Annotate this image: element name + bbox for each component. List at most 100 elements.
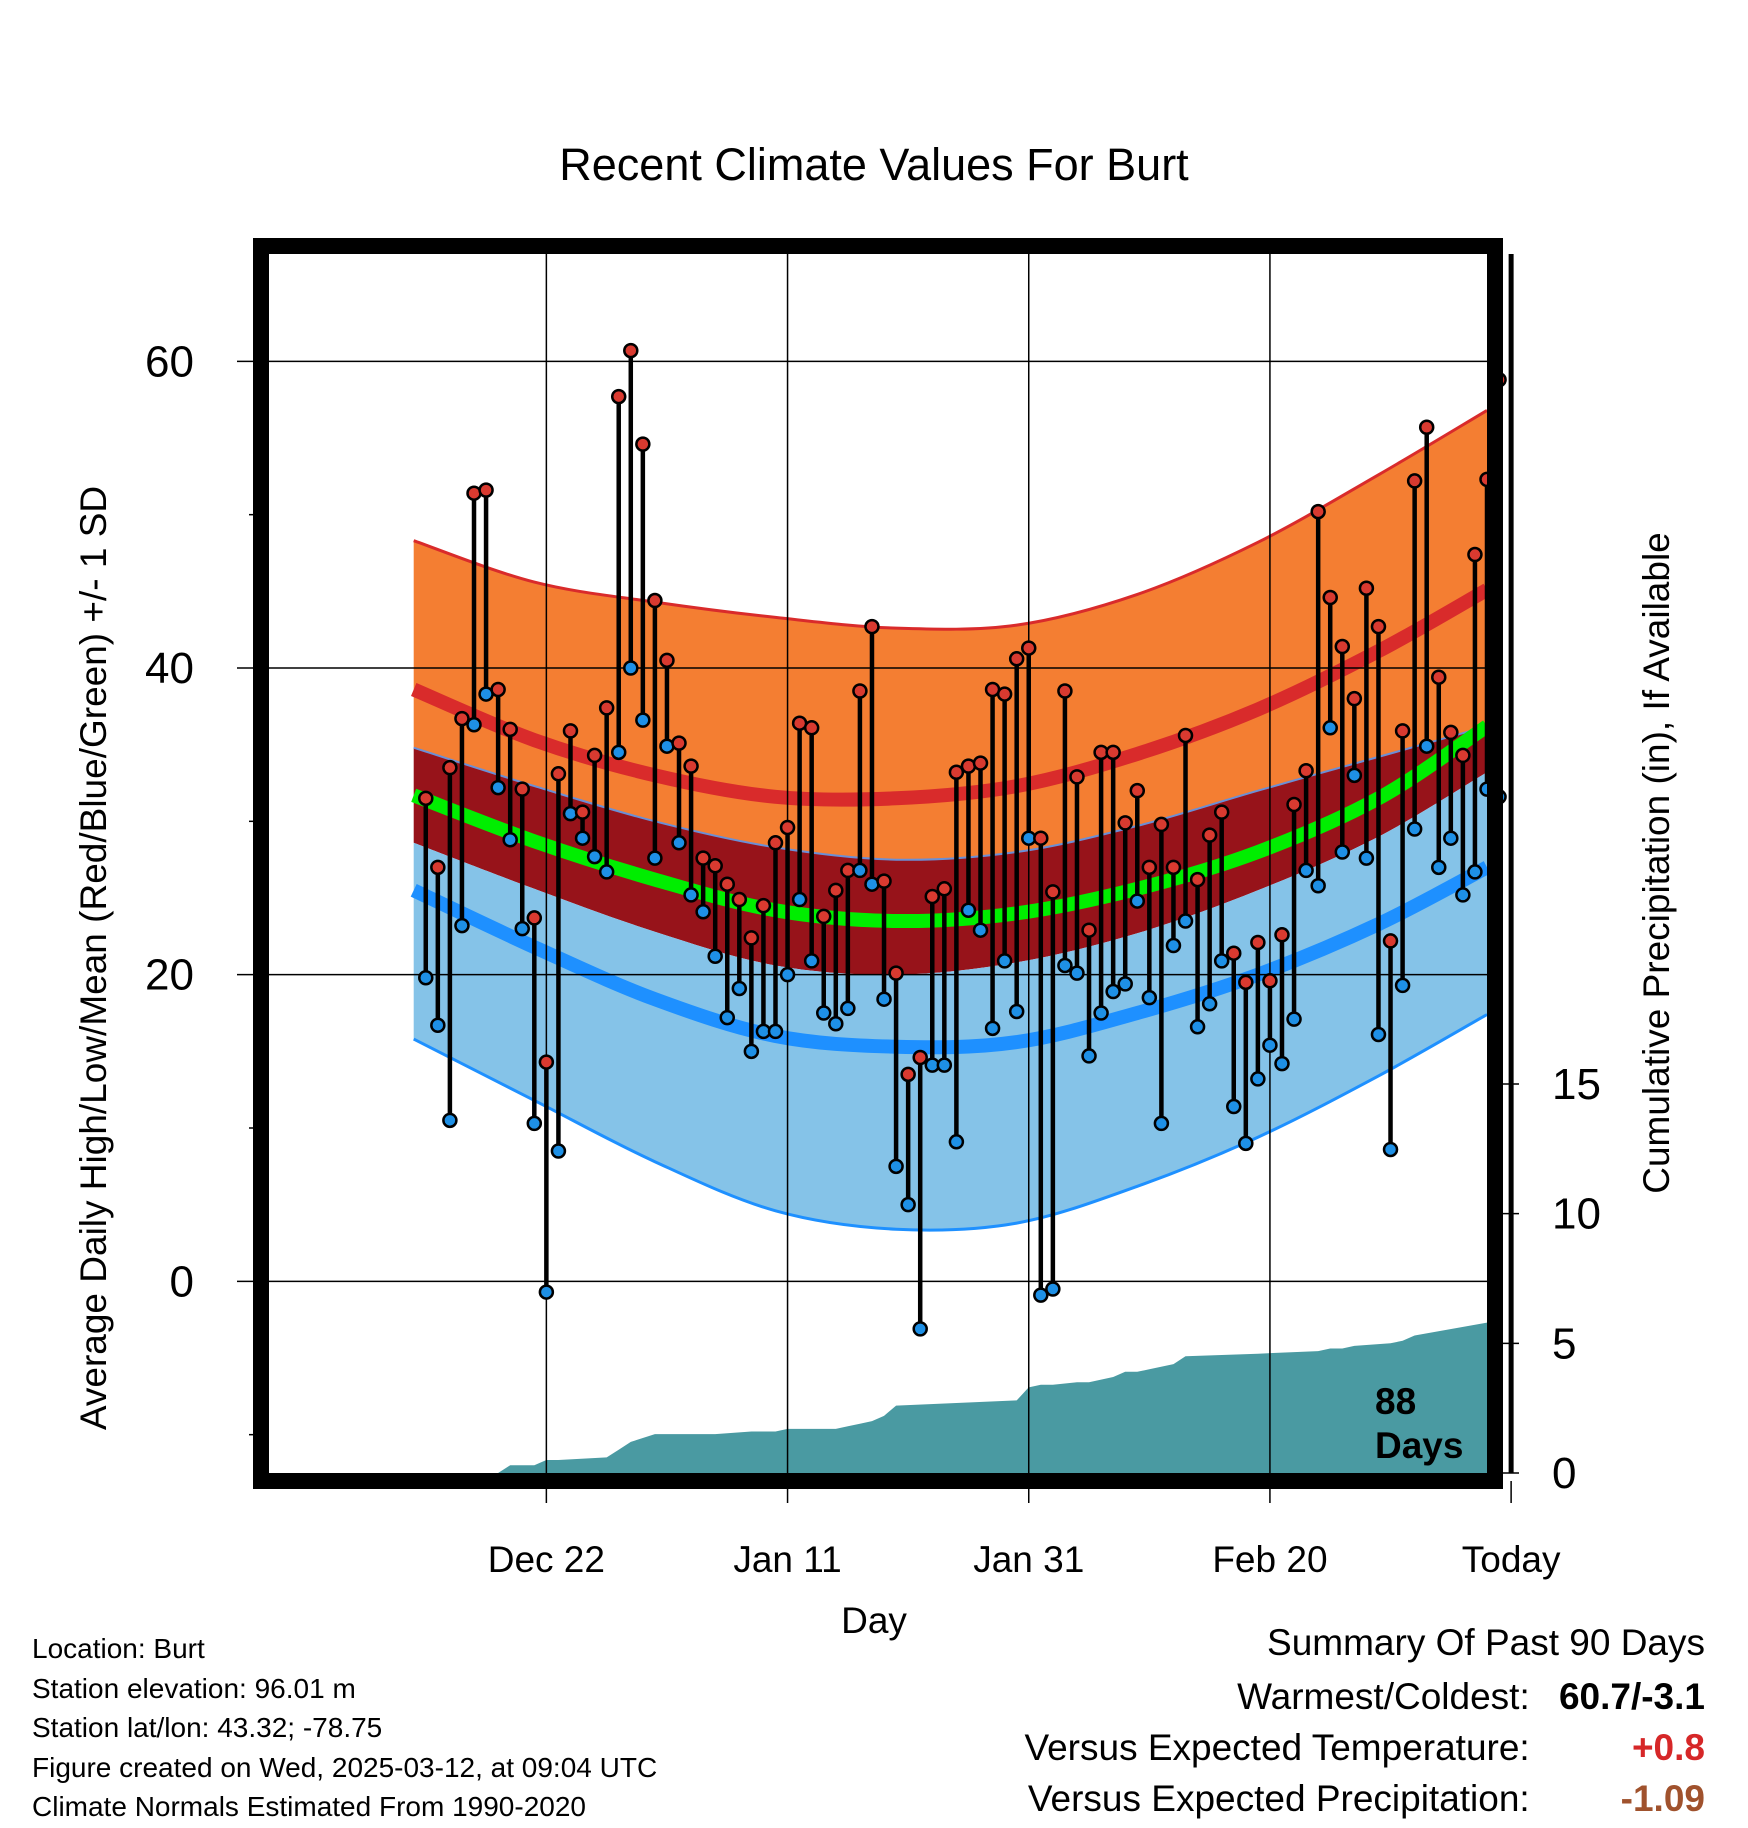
daily-low-point	[1322, 720, 1338, 736]
daily-low-point	[1189, 1019, 1206, 1035]
daily-low-point	[1358, 850, 1375, 866]
daily-high-point	[1105, 744, 1121, 761]
daily-low-point	[840, 1000, 856, 1017]
y-left-tick-label: 0	[170, 1257, 194, 1306]
today-days-label: 88 Days	[1375, 1381, 1463, 1466]
normal-bands	[410, 409, 1491, 1232]
daily-high-point	[478, 482, 494, 498]
daily-low-point	[1370, 1026, 1387, 1043]
daily-low-point	[1057, 957, 1073, 974]
daily-low-point	[1382, 1141, 1399, 1158]
daily-low-point	[550, 1143, 567, 1159]
daily-high-point	[1286, 796, 1302, 813]
daily-high-point	[1057, 683, 1073, 699]
daily-high-point	[1298, 762, 1314, 779]
daily-low-point	[948, 1134, 965, 1150]
daily-high-point	[1129, 782, 1146, 799]
daily-low-point	[1274, 1055, 1290, 1072]
chart-title: Recent Climate Values For Burt	[559, 139, 1189, 190]
daily-high-point	[1238, 974, 1254, 991]
daily-low-point	[671, 835, 687, 851]
daily-high-point	[1370, 618, 1387, 635]
summary-warmest-row: Warmest/Coldest: 60.7/-3.1	[1237, 1676, 1705, 1718]
daily-low-point	[1286, 1011, 1302, 1027]
mean-band	[413, 726, 1488, 975]
today-days-label-line: 88	[1375, 1381, 1416, 1422]
x-tick-label: Dec 22	[488, 1539, 605, 1580]
daily-high-point	[803, 720, 820, 736]
daily-low-point	[502, 831, 518, 848]
daily-high-point	[1358, 580, 1375, 597]
daily-high-point	[514, 781, 530, 797]
daily-high-point	[924, 888, 941, 905]
x-tick-label: Today	[1462, 1539, 1561, 1580]
daily-low-point	[1406, 821, 1423, 837]
daily-high-point	[864, 618, 880, 635]
daily-high-point	[996, 686, 1013, 702]
daily-low-point	[1177, 913, 1194, 929]
daily-high-point	[1045, 884, 1061, 900]
daily-high-point	[1008, 651, 1025, 667]
daily-high-point	[1274, 927, 1290, 943]
daily-high-point	[1250, 934, 1266, 951]
y-left-tick-label: 20	[145, 951, 194, 1000]
daily-low-point	[1069, 965, 1085, 981]
daily-high-point	[1334, 638, 1351, 655]
daily-high-point	[900, 1066, 916, 1083]
normals-text: Climate Normals Estimated From 1990-2020	[32, 1791, 586, 1822]
daily-low-point	[586, 848, 603, 865]
daily-high-point	[1020, 640, 1037, 656]
created-text: Figure created on Wed, 2025-03-12, at 09…	[32, 1751, 658, 1783]
precip-label: Versus Expected Precipitation:	[1027, 1778, 1530, 1819]
summary-precip-row: Versus Expected Precipitation: -1.09	[1028, 1778, 1705, 1820]
temp-label: Versus Expected Temperature:	[1024, 1727, 1530, 1768]
daily-high-point	[1141, 859, 1158, 876]
daily-low-point	[1141, 989, 1158, 1006]
daily-high-point	[719, 876, 736, 892]
y-right-tick-label: 5	[1552, 1319, 1576, 1368]
daily-low-point	[828, 1015, 844, 1032]
daily-high-point	[526, 910, 543, 926]
daily-high-point	[1418, 419, 1435, 436]
daily-low-point	[1081, 1048, 1097, 1064]
daily-high-point	[610, 388, 627, 405]
daily-high-point	[454, 710, 470, 727]
warmest-value: 60.7/-3.1	[1558, 1676, 1705, 1717]
daily-high-point	[1117, 815, 1133, 831]
daily-high-point	[430, 859, 446, 876]
daily-high-point	[1262, 973, 1278, 989]
y-left-tick-label: 40	[145, 644, 194, 693]
daily-high-point	[1394, 723, 1411, 739]
plot-frame	[253, 238, 1503, 1489]
daily-low-point	[815, 1005, 832, 1021]
axis-labels: 0 20 40 60 0 5 10 15 Dec 22 Jan 11 Jan 31 Feb 20 Tod…	[145, 337, 1601, 1580]
daily-high-point	[1322, 589, 1338, 606]
precip-value: -1.09	[1620, 1778, 1705, 1819]
daily-low-point	[1467, 864, 1483, 880]
daily-low-point	[418, 969, 434, 986]
daily-low-point	[454, 917, 470, 934]
y-right-tick-label: 15	[1552, 1060, 1601, 1109]
daily-low-point	[514, 920, 530, 937]
daily-high-point	[1443, 724, 1459, 741]
daily-low-point	[791, 891, 808, 908]
daily-low-point	[1093, 1005, 1109, 1021]
daily-high-point	[1455, 747, 1471, 764]
daily-low-point	[610, 744, 627, 761]
x-axis-label: Day	[841, 1600, 907, 1641]
precipitation-area	[413, 1322, 1488, 1473]
daily-low-point	[731, 980, 748, 997]
daily-high-point	[755, 897, 772, 914]
daily-high-point	[912, 1049, 928, 1066]
daily-high-point	[538, 1054, 555, 1070]
daily-high-point	[743, 930, 760, 946]
daily-low-point	[1298, 862, 1314, 879]
daily-low-point	[526, 1115, 543, 1132]
daily-low-point	[779, 966, 796, 983]
daily-low-point	[647, 850, 663, 866]
daily-low-point	[1443, 830, 1459, 846]
daily-low-point	[1045, 1281, 1061, 1297]
x-tick-label: Jan 31	[973, 1539, 1084, 1580]
daily-high-point	[442, 759, 458, 776]
summary-temp-row: Versus Expected Temperature: +0.8	[1024, 1727, 1705, 1769]
